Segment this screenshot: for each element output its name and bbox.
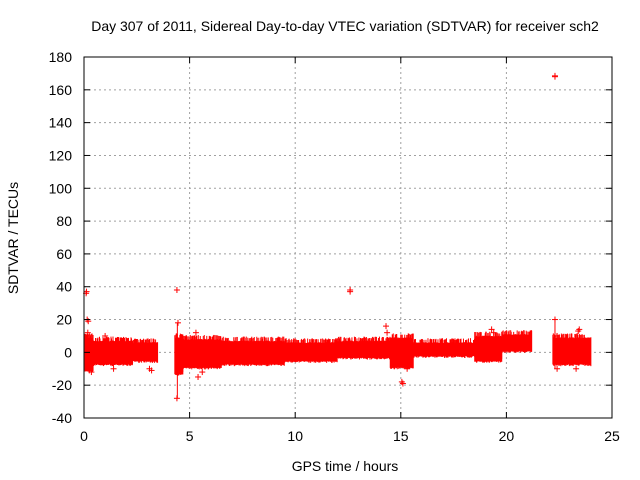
data-point bbox=[490, 329, 497, 336]
y-tick-label: 160 bbox=[49, 82, 73, 98]
data-point bbox=[488, 326, 495, 333]
data-point bbox=[404, 365, 411, 372]
data-series bbox=[83, 72, 592, 402]
data-band-spikes bbox=[284, 338, 338, 363]
plot-frame bbox=[83, 56, 613, 419]
data-band-spikes bbox=[220, 336, 285, 367]
data-point bbox=[551, 72, 558, 79]
data-point bbox=[383, 323, 390, 330]
y-tick-label: 100 bbox=[49, 180, 73, 196]
data-point bbox=[148, 367, 155, 374]
x-tick-label: 0 bbox=[80, 428, 88, 444]
gridlines bbox=[84, 57, 612, 418]
y-tick-label: -40 bbox=[52, 410, 72, 426]
data-point bbox=[199, 369, 206, 376]
data-point bbox=[195, 373, 202, 380]
x-tick-label: 25 bbox=[604, 428, 620, 444]
y-tick-label: 80 bbox=[56, 213, 72, 229]
y-tick-label: 40 bbox=[56, 279, 72, 295]
data-point bbox=[576, 326, 583, 333]
data-point bbox=[88, 369, 95, 376]
data-band-spikes bbox=[552, 333, 592, 367]
y-axis-label: SDTVAR / TECUs bbox=[5, 182, 21, 294]
data-point bbox=[84, 329, 91, 336]
data-band-spikes bbox=[389, 333, 414, 370]
y-tick-label: 120 bbox=[49, 147, 73, 163]
data-point bbox=[174, 319, 181, 326]
x-tick-label: 15 bbox=[393, 428, 409, 444]
y-tick-label: -20 bbox=[52, 377, 72, 393]
data-point bbox=[399, 380, 406, 387]
data-point bbox=[173, 287, 180, 294]
data-band-spikes bbox=[93, 336, 134, 367]
axis-ticks: 0 5 10 15 20 25 -40 -20 0 20 40 60 80 100 120 140 160 180 bbox=[49, 49, 620, 444]
x-tick-label: 5 bbox=[186, 428, 194, 444]
data-band-spikes bbox=[412, 338, 475, 358]
data-band-spikes bbox=[132, 338, 159, 363]
data-band-spikes bbox=[501, 329, 533, 353]
data-point bbox=[102, 332, 109, 339]
y-tick-label: 60 bbox=[56, 246, 72, 262]
data-band-spikes bbox=[474, 331, 503, 363]
chart-title: Day 307 of 2011, Sidereal Day-to-day VTE… bbox=[91, 18, 599, 34]
data-band-spikes bbox=[182, 334, 222, 370]
y-tick-label: 20 bbox=[56, 312, 72, 328]
data-point bbox=[347, 288, 354, 295]
data-point bbox=[110, 365, 117, 372]
data-point bbox=[192, 329, 199, 336]
data-point bbox=[573, 365, 580, 372]
data-point bbox=[83, 288, 90, 295]
data-point bbox=[384, 329, 391, 336]
y-tick-label: 140 bbox=[49, 115, 73, 131]
y-tick-label: 180 bbox=[49, 49, 73, 65]
x-tick-label: 10 bbox=[287, 428, 303, 444]
data-band-spikes bbox=[336, 336, 391, 360]
y-tick-label: 0 bbox=[64, 344, 72, 360]
x-tick-label: 20 bbox=[499, 428, 515, 444]
x-axis-label: GPS time / hours bbox=[292, 458, 399, 474]
